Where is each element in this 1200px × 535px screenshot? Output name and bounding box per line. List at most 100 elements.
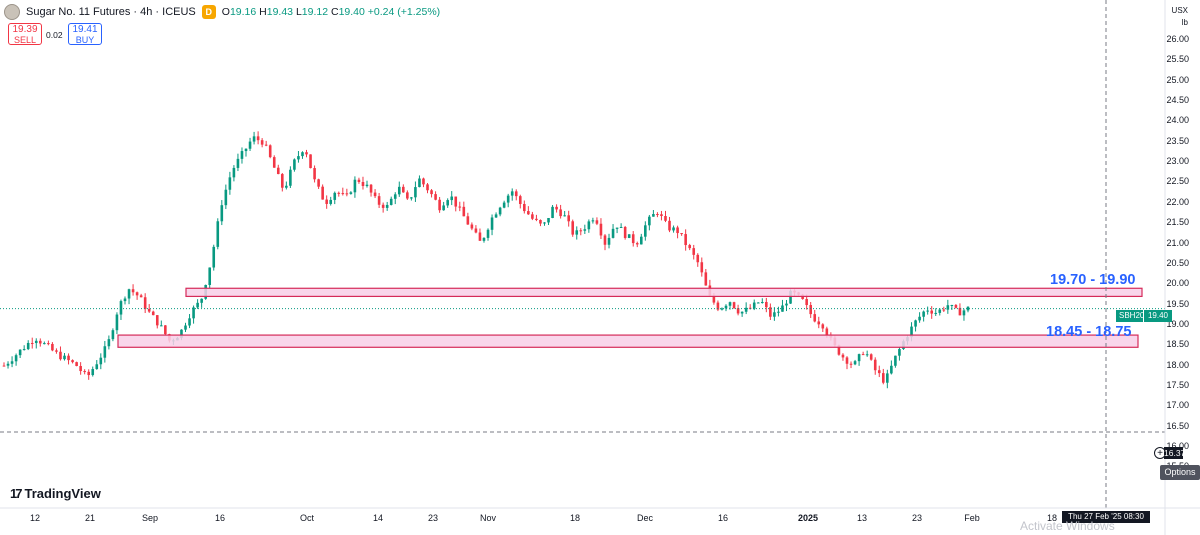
candle-body — [567, 215, 570, 222]
sell-button[interactable]: 19.39 SELL — [8, 23, 42, 45]
candle-body — [619, 226, 623, 228]
candle-body — [131, 289, 135, 293]
candle-body — [696, 254, 700, 263]
candle-body — [59, 351, 62, 360]
candle-body — [212, 246, 216, 268]
candle-body — [514, 191, 518, 197]
candle-body — [672, 227, 675, 231]
symbol-title[interactable]: Sugar No. 11 Futures · 4h · ICEUS — [26, 6, 196, 18]
candle-body — [498, 207, 502, 215]
candle-body — [551, 206, 554, 218]
zone-label-upper: 19.70 - 19.90 — [1050, 272, 1136, 288]
candle-body — [192, 307, 195, 319]
candle-body — [143, 297, 147, 310]
candle-body — [813, 314, 817, 322]
candle-body — [71, 360, 74, 363]
candle-body — [381, 204, 385, 208]
candle-body — [740, 311, 744, 314]
candle-body — [252, 136, 256, 142]
candle-body — [611, 228, 615, 238]
candle-body — [922, 311, 925, 317]
candle-body — [744, 307, 748, 312]
candle-body — [365, 184, 369, 187]
candle-body — [264, 144, 268, 146]
candle-body — [147, 309, 151, 312]
candle-body — [958, 307, 962, 316]
time-tick-label: 23 — [911, 513, 923, 523]
candle-body — [389, 198, 393, 205]
sell-price: 19.39 — [12, 24, 38, 35]
candle-body — [966, 306, 970, 311]
buy-button[interactable]: 19.41 BUY — [68, 23, 102, 45]
time-tick-label: 23 — [427, 513, 439, 523]
price-tick-label: 18.50 — [1166, 339, 1189, 350]
candle-body — [353, 179, 357, 193]
candle-body — [91, 369, 95, 376]
candle-body — [688, 245, 691, 249]
candle-body — [652, 214, 655, 217]
candle-body — [841, 354, 845, 358]
tradingview-mark-icon: 17 — [10, 486, 23, 501]
candle-body — [345, 193, 349, 195]
candle-body — [393, 194, 397, 199]
candle-body — [301, 152, 304, 157]
candle-body — [656, 214, 659, 216]
candle-body — [664, 215, 667, 221]
candle-body — [535, 218, 538, 220]
windows-watermark: Activate Windows — [1020, 519, 1115, 533]
candle-body — [877, 370, 881, 374]
time-tick-label: 21 — [84, 513, 96, 523]
candle-body — [914, 320, 917, 327]
candle-body — [79, 366, 82, 372]
candle-body — [39, 340, 42, 344]
support-zone[interactable] — [117, 334, 1139, 348]
candle-body — [728, 302, 732, 306]
candle-body — [95, 364, 99, 370]
candle-body — [361, 181, 365, 187]
candle-body — [240, 151, 244, 159]
candle-body — [716, 302, 720, 310]
candle-body — [777, 311, 780, 313]
candle-body — [482, 237, 486, 241]
candle-body — [890, 365, 893, 374]
candle-body — [950, 304, 954, 306]
chart-header: Sugar No. 11 Futures · 4h · ICEUS D O19.… — [4, 3, 440, 21]
delayed-data-badge[interactable]: D — [201, 5, 216, 19]
time-tick-label: 12 — [29, 513, 41, 523]
candle-body — [180, 329, 183, 338]
hline-price-tag: 16.37 — [1164, 447, 1186, 459]
resistance-zone[interactable] — [185, 287, 1143, 298]
candle-body — [422, 178, 425, 185]
candle-body — [825, 328, 829, 336]
candle-body — [200, 298, 203, 303]
candle-body — [805, 299, 808, 306]
crosshair-time-tag: Thu 27 Feb '25 08:30 — [1062, 511, 1150, 523]
candle-body — [329, 199, 333, 204]
tradingview-logo[interactable]: 17 TradingView — [10, 486, 101, 501]
candle-body — [527, 211, 530, 215]
currency-label: USX — [1171, 6, 1188, 15]
zones-group[interactable] — [117, 287, 1143, 348]
price-tick-label: 21.50 — [1166, 217, 1189, 228]
candle-body — [426, 184, 429, 191]
candle-body — [756, 302, 760, 304]
candle-body — [276, 167, 280, 175]
options-button[interactable]: Options — [1160, 465, 1200, 480]
candle-body — [369, 184, 373, 193]
currency-unit-selector[interactable]: USX lb — [1172, 5, 1188, 29]
candle-body — [938, 309, 942, 313]
candle-body — [402, 186, 405, 193]
candle-body — [442, 205, 445, 211]
candle-body — [349, 192, 353, 194]
candle-body — [10, 361, 14, 364]
candle-body — [490, 217, 494, 230]
candle-body — [26, 342, 30, 350]
candle-body — [99, 357, 103, 365]
candle-body — [357, 179, 361, 182]
candle-body — [184, 325, 187, 330]
candle-body — [434, 194, 437, 200]
candle-body — [865, 354, 869, 356]
price-tick-label: 23.00 — [1166, 156, 1189, 167]
spread-value: 0.02 — [46, 30, 63, 40]
